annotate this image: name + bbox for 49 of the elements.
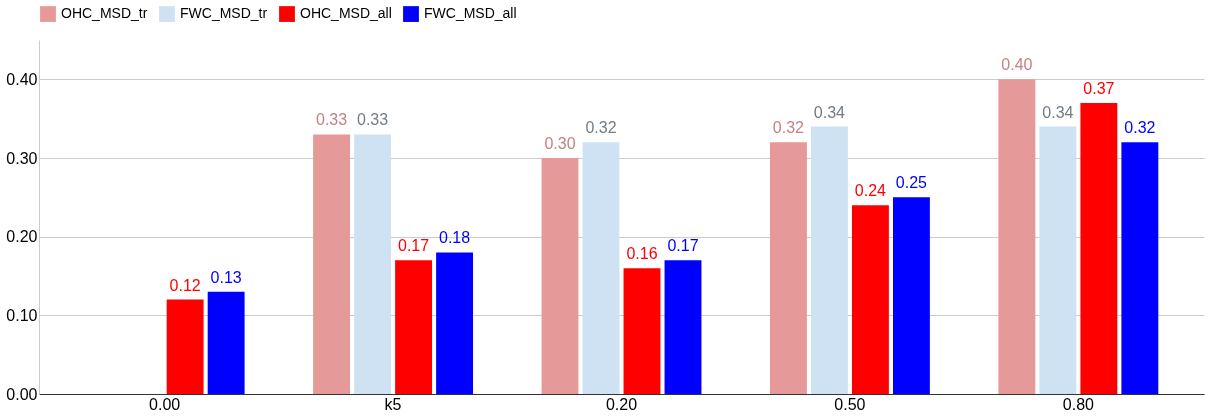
legend-label: OHC_MSD_all (300, 5, 392, 22)
bar (1039, 126, 1077, 394)
bar (998, 79, 1036, 394)
data-label: 0.34 (813, 103, 846, 121)
legend-label: OHC_MSD_tr (61, 5, 148, 22)
y-tick-label: 0.30 (6, 149, 38, 167)
y-tick-label: 0.20 (6, 228, 38, 246)
data-label: 0.37 (1083, 79, 1115, 97)
x-tick-label: 0.20 (605, 395, 638, 413)
x-tick-label: 0.00 (149, 395, 181, 413)
bar (354, 134, 392, 394)
data-label: 0.30 (544, 135, 576, 152)
bar (166, 299, 204, 394)
data-label: 0.13 (210, 268, 242, 286)
x-tick-label: k5 (384, 395, 402, 413)
legend-label: FWC_MSD_all (424, 5, 517, 22)
data-label: 0.17 (667, 237, 699, 255)
data-label: 0.32 (1124, 119, 1156, 137)
data-label: 0.33 (357, 111, 389, 129)
legend-label: FWC_MSD_tr (180, 5, 268, 22)
data-label: 0.24 (854, 182, 887, 200)
data-label: 0.34 (1042, 103, 1074, 121)
x-tick-label: 0.80 (1062, 395, 1095, 413)
bar (623, 268, 661, 394)
data-label: 0.16 (626, 245, 658, 263)
bar (313, 134, 351, 394)
y-tick-label: 0.10 (6, 306, 38, 324)
bar (851, 205, 889, 394)
y-tick-label: 0.40 (6, 70, 38, 88)
bar (207, 291, 245, 394)
bar (810, 126, 848, 394)
data-label: 0.32 (585, 119, 617, 137)
bar (541, 158, 579, 394)
bar (892, 197, 930, 394)
data-label: 0.40 (1001, 56, 1033, 74)
data-label: 0.33 (316, 111, 348, 129)
bar (664, 260, 702, 394)
data-label: 0.18 (439, 229, 471, 247)
data-label: 0.17 (398, 237, 430, 255)
bar (1121, 142, 1159, 394)
data-label: 0.12 (169, 276, 201, 294)
bar (1080, 102, 1118, 394)
data-label: 0.32 (772, 119, 805, 137)
bar (769, 142, 807, 394)
bar (582, 142, 620, 394)
x-tick-label: 0.50 (834, 395, 866, 413)
bar (436, 252, 474, 394)
bar (395, 260, 433, 394)
data-label: 0.25 (895, 174, 928, 192)
